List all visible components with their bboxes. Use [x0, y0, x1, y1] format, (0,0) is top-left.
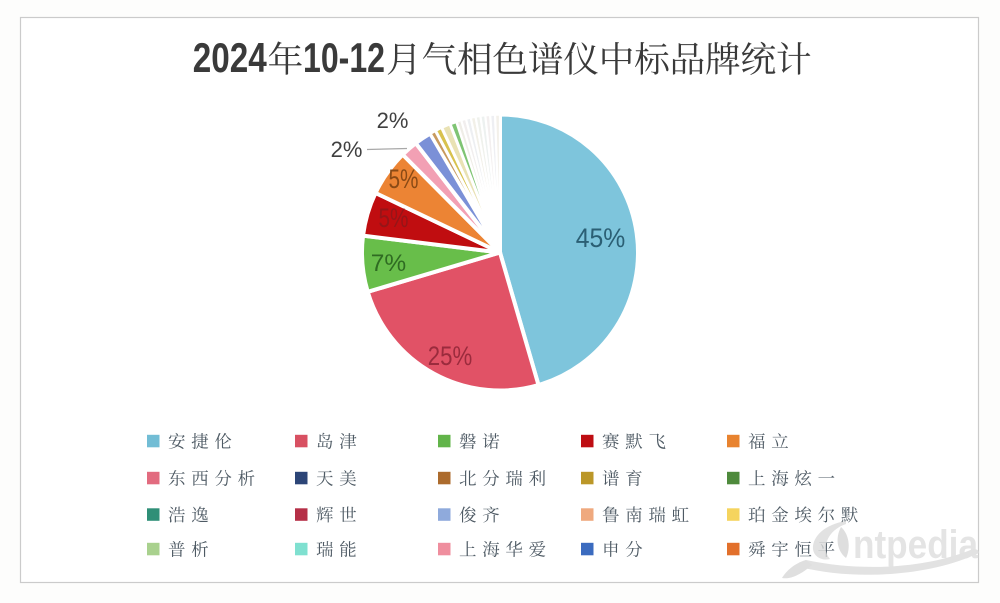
svg-text:25%: 25% — [428, 341, 473, 371]
svg-text:45%: 45% — [576, 223, 626, 253]
svg-text:5%: 5% — [389, 164, 419, 194]
svg-text:2024: 2024 — [193, 34, 268, 81]
svg-text:2%: 2% — [377, 108, 409, 133]
svg-text:7%: 7% — [371, 250, 406, 277]
svg-text:2%: 2% — [331, 137, 363, 162]
svg-text:5%: 5% — [379, 203, 409, 233]
svg-text:10-12: 10-12 — [303, 34, 385, 81]
